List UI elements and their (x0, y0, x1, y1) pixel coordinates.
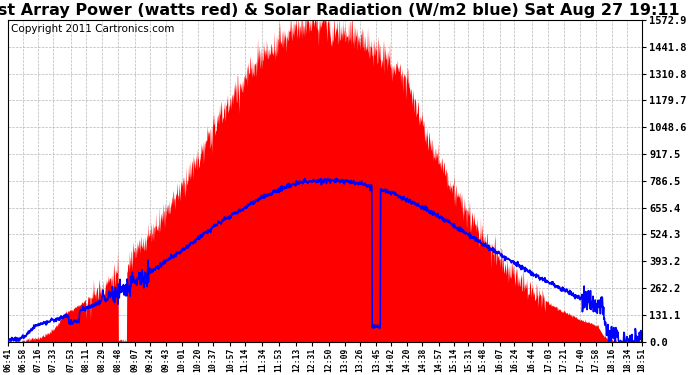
Title: West Array Power (watts red) & Solar Radiation (W/m2 blue) Sat Aug 27 19:11: West Array Power (watts red) & Solar Rad… (0, 3, 680, 18)
Text: Copyright 2011 Cartronics.com: Copyright 2011 Cartronics.com (11, 24, 175, 34)
